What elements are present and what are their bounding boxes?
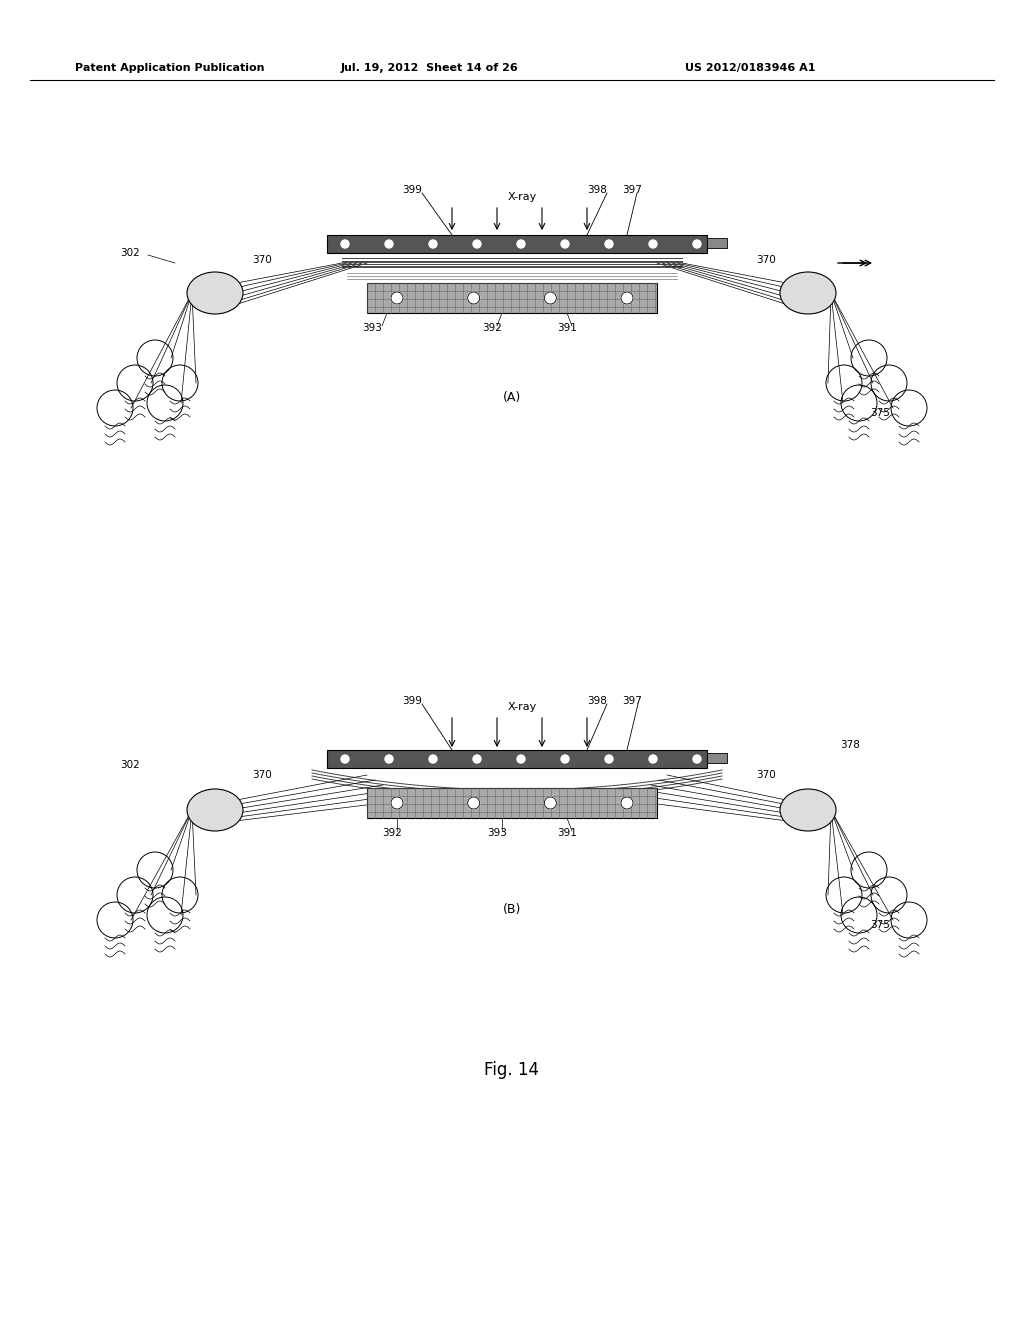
Circle shape: [649, 240, 657, 248]
Text: 302: 302: [120, 248, 140, 257]
Ellipse shape: [780, 789, 836, 832]
Text: 391: 391: [557, 323, 577, 333]
Circle shape: [473, 240, 481, 248]
Text: (B): (B): [503, 903, 521, 916]
Text: 393: 393: [362, 323, 382, 333]
Text: 370: 370: [252, 255, 272, 265]
Text: 398: 398: [587, 185, 607, 195]
Text: 370: 370: [756, 770, 776, 780]
Bar: [327, 235, 707, 253]
Circle shape: [429, 755, 437, 763]
Circle shape: [468, 292, 479, 304]
Circle shape: [561, 755, 569, 763]
Circle shape: [693, 240, 701, 248]
Circle shape: [429, 240, 437, 248]
Circle shape: [561, 240, 569, 248]
Bar: [707, 238, 727, 248]
Circle shape: [517, 755, 525, 763]
Circle shape: [341, 240, 349, 248]
Text: Jul. 19, 2012  Sheet 14 of 26: Jul. 19, 2012 Sheet 14 of 26: [341, 63, 519, 73]
Bar: [367, 282, 657, 313]
Circle shape: [621, 292, 633, 304]
Text: 398: 398: [587, 696, 607, 706]
Circle shape: [391, 797, 403, 809]
Text: US 2012/0183946 A1: US 2012/0183946 A1: [685, 63, 815, 73]
Text: 392: 392: [382, 828, 402, 838]
Circle shape: [545, 797, 556, 809]
Circle shape: [621, 797, 633, 809]
Text: 397: 397: [622, 696, 642, 706]
Bar: [327, 750, 707, 768]
Text: 399: 399: [402, 185, 422, 195]
Text: Fig. 14: Fig. 14: [484, 1061, 540, 1078]
Circle shape: [341, 755, 349, 763]
Circle shape: [385, 755, 393, 763]
Text: 392: 392: [482, 323, 502, 333]
Text: 370: 370: [252, 770, 272, 780]
Circle shape: [385, 240, 393, 248]
Text: 302: 302: [120, 760, 140, 770]
Text: X-ray: X-ray: [507, 191, 537, 202]
Circle shape: [605, 240, 613, 248]
Ellipse shape: [780, 272, 836, 314]
Circle shape: [693, 755, 701, 763]
Circle shape: [391, 292, 403, 304]
Circle shape: [468, 797, 479, 809]
Circle shape: [649, 755, 657, 763]
Text: 375: 375: [870, 408, 890, 418]
Text: 397: 397: [622, 185, 642, 195]
Text: 370: 370: [756, 255, 776, 265]
Text: Patent Application Publication: Patent Application Publication: [75, 63, 265, 73]
Circle shape: [605, 755, 613, 763]
Text: 375: 375: [870, 920, 890, 931]
Circle shape: [473, 755, 481, 763]
Ellipse shape: [187, 272, 243, 314]
Text: (A): (A): [503, 392, 521, 404]
Text: X-ray: X-ray: [507, 702, 537, 711]
Text: 391: 391: [557, 828, 577, 838]
Circle shape: [517, 240, 525, 248]
Bar: [707, 752, 727, 763]
Text: 399: 399: [402, 696, 422, 706]
Text: 393: 393: [487, 828, 507, 838]
Circle shape: [545, 292, 556, 304]
Bar: [367, 788, 657, 818]
Text: 378: 378: [840, 741, 860, 750]
Ellipse shape: [187, 789, 243, 832]
